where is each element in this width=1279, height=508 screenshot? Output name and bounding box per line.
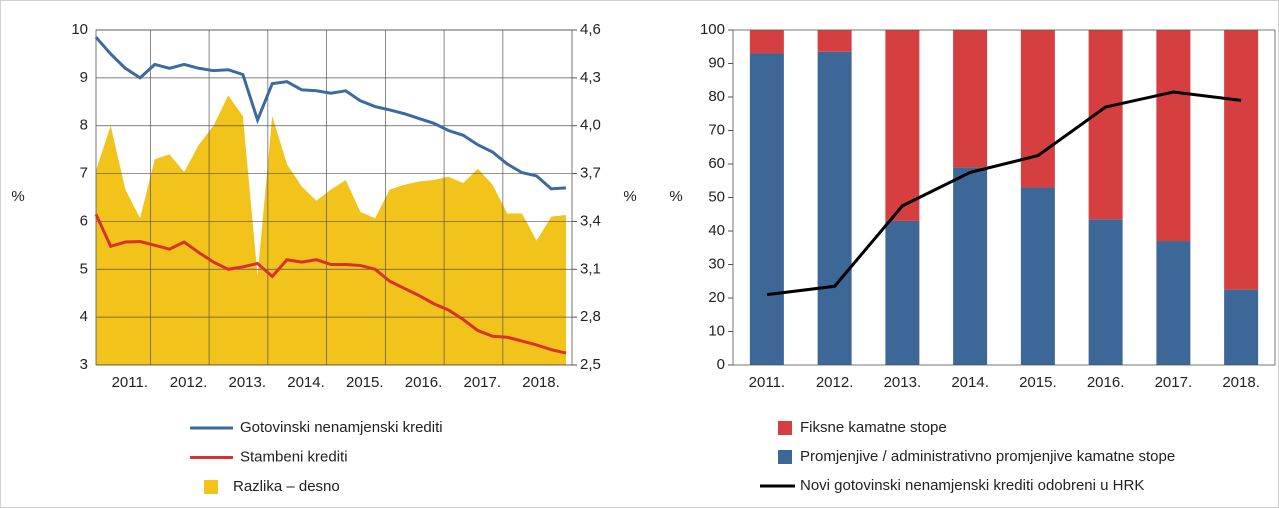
x-tick-label: 2013.: [884, 374, 922, 391]
legend-swatch: [204, 480, 218, 494]
x-tick-label: 2014.: [951, 374, 989, 391]
area: [96, 95, 566, 366]
plot-frame: [95, 29, 573, 366]
x-tick-label: 2014.: [287, 374, 325, 391]
legend-swatch: [778, 421, 792, 435]
y2-tick-label: 3,4: [580, 212, 601, 229]
y-tick-label: 10: [71, 21, 88, 38]
y-tick-label: 0: [717, 356, 725, 373]
bar-segment: [1156, 30, 1191, 242]
legend-label: Gotovinski nenamjenski krediti: [240, 419, 443, 436]
bar-segment: [1020, 187, 1055, 365]
x-tick-label: 2016.: [1087, 374, 1125, 391]
y-tick-label: 100: [700, 21, 725, 38]
y2-tick-label: 2,8: [580, 308, 601, 325]
legend-label: Razlika – desno: [233, 478, 340, 495]
y-tick-label: 50: [708, 188, 725, 205]
x-tick-label: 2018.: [522, 374, 560, 391]
y2-tick-label: 4,6: [580, 21, 601, 38]
y-axis-label: %: [11, 188, 24, 205]
bar-segment: [749, 30, 784, 54]
y-tick-label: 30: [708, 255, 725, 272]
line: [766, 90, 1242, 297]
y-tick-label: 8: [80, 117, 88, 134]
x-tick-label: 2011.: [112, 374, 148, 391]
y-tick-label: 20: [708, 289, 725, 306]
y-tick-label: 90: [708, 54, 725, 71]
y2-tick-label: 3,7: [580, 165, 601, 182]
bar-segment: [1088, 219, 1123, 365]
bar-segment: [885, 30, 920, 221]
y-axis-label: %: [669, 188, 682, 205]
y-tick-label: 10: [708, 322, 725, 339]
bar-segment: [953, 30, 988, 168]
y-tick-label: 3: [80, 356, 88, 373]
plot-frame: [732, 29, 1276, 366]
x-tick-label: 2017.: [464, 374, 502, 391]
legend-swatch: [778, 450, 792, 464]
y-tick-label: 40: [708, 222, 725, 239]
bar-segment: [953, 167, 988, 365]
x-tick-label: 2016.: [405, 374, 443, 391]
y-tick-label: 5: [80, 260, 88, 277]
line: [94, 36, 567, 191]
y-tick-label: 70: [708, 121, 725, 138]
bar-segment: [1088, 30, 1123, 220]
y2-axis-label: %: [623, 188, 636, 205]
line: [94, 213, 567, 355]
x-tick-label: 2013.: [229, 374, 267, 391]
x-tick-label: 2015.: [1019, 374, 1057, 391]
legend-label: Promjenjive / administrativno promjenjiv…: [800, 448, 1175, 465]
bar-segment: [1020, 30, 1055, 188]
bar-segment: [749, 53, 784, 365]
bar-segment: [817, 30, 852, 52]
y2-tick-label: 4,3: [580, 69, 601, 86]
bar-segment: [1224, 30, 1259, 290]
y-tick-label: 80: [708, 88, 725, 105]
y-tick-label: 6: [80, 212, 88, 229]
legend-label: Novi gotovinski nenamjenski krediti odob…: [800, 477, 1144, 494]
y2-tick-label: 3,1: [580, 260, 601, 277]
x-tick-label: 2011.: [749, 374, 785, 391]
x-tick-label: 2015.: [346, 374, 384, 391]
bar-segment: [1156, 241, 1191, 365]
x-tick-label: 2018.: [1222, 374, 1260, 391]
y-tick-label: 60: [708, 155, 725, 172]
y2-tick-label: 2,5: [580, 356, 601, 373]
x-tick-label: 2012.: [816, 374, 854, 391]
y-tick-label: 7: [80, 165, 88, 182]
bar-segment: [885, 220, 920, 365]
y-tick-label: 4: [80, 308, 88, 325]
bar-segment: [817, 51, 852, 366]
legend-label: Stambeni krediti: [240, 448, 348, 465]
bar-segment: [1224, 289, 1259, 365]
y2-tick-label: 4,0: [580, 117, 601, 134]
x-tick-label: 2017.: [1155, 374, 1193, 391]
legend-label: Fiksne kamatne stope: [800, 419, 947, 436]
y-tick-label: 9: [80, 69, 88, 86]
x-tick-label: 2012.: [170, 374, 208, 391]
